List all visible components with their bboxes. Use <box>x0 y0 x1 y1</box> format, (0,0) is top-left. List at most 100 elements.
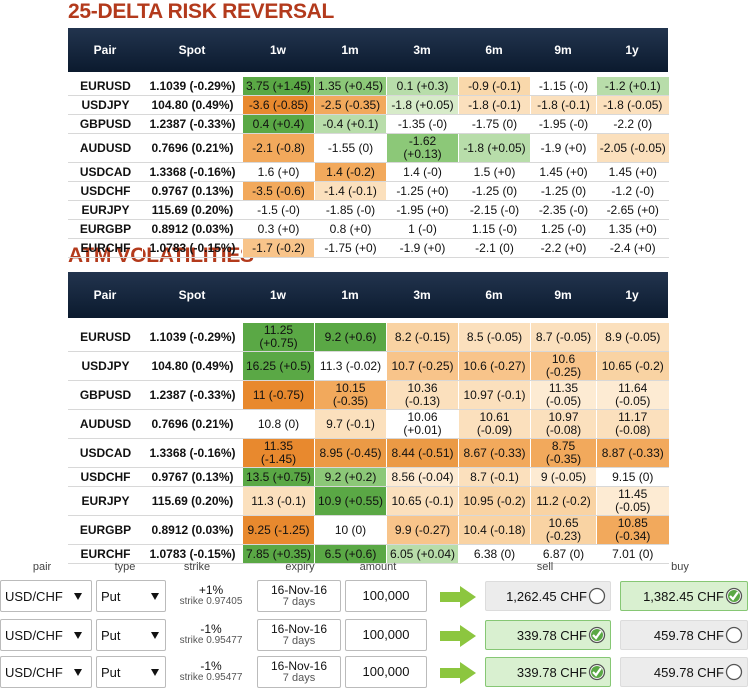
strike-value: -1% <box>200 659 222 673</box>
sell-price[interactable]: 1,262.45 CHF <box>485 581 611 611</box>
dropdown-arrow <box>151 632 159 639</box>
strike-value: +1% <box>198 583 224 597</box>
buy-price[interactable]: 459.78 CHF <box>620 620 748 650</box>
value-cell: 13.5 (+0.75) <box>242 467 315 487</box>
value-cell: -1.55 (0) <box>314 133 387 163</box>
value-cell: 0.1 (+0.3) <box>386 77 459 96</box>
value-cell: 11.64 (-0.05) <box>596 380 669 410</box>
buy-price[interactable]: 1,382.45 CHF <box>620 581 748 611</box>
table-row: USDJPY 104.80 (0.49%) -3.6 (-0.85) -2.5 (-0… <box>68 95 669 115</box>
sell-price[interactable]: 339.78 CHF <box>485 657 611 687</box>
strike-detail: strike 0.95477 <box>179 672 243 683</box>
column-header: Pair <box>93 43 117 57</box>
value-cell: -1.2 (+0.1) <box>596 77 669 96</box>
dropdown-arrow <box>74 669 82 676</box>
dropdown-arrow <box>74 632 82 639</box>
value-cell: 7.01 (0) <box>596 544 669 564</box>
value-cell: -2.2 (0) <box>596 114 669 134</box>
column-header: 6m <box>485 43 503 57</box>
type-select[interactable]: Put <box>96 656 166 688</box>
value-cell: 10.85 (-0.34) <box>596 515 669 545</box>
table-header: Pair Spot 1w 1m 3m 6m 9m 1y <box>68 28 668 72</box>
value-cell: 0.8 (+0) <box>314 219 387 239</box>
value-cell: -1.4 (-0.1) <box>314 181 387 201</box>
pair-cell: USDCAD <box>68 438 143 468</box>
pair-cell: EURUSD <box>68 323 143 352</box>
amount[interactable]: 100,000 <box>345 619 427 651</box>
value-cell: 1.15 (-0) <box>458 219 531 239</box>
pair-cell: EURUSD <box>68 77 143 96</box>
column-header: 1w <box>269 43 286 57</box>
pair-cell: EURGBP <box>68 515 143 545</box>
amount-value: 100,000 <box>362 588 410 603</box>
value-cell: -1.62 (+0.13) <box>386 133 459 163</box>
pair-cell: EURCHF <box>68 544 143 564</box>
value-cell: -3.5 (-0.6) <box>242 181 315 201</box>
value-cell: 1.35 (+0.45) <box>314 77 387 96</box>
expiry[interactable]: 16-Nov-16 7 days <box>257 619 341 651</box>
value-cell: 10.61 (-0.09) <box>458 409 531 439</box>
checkbox <box>725 663 743 681</box>
pair-cell: USDCHF <box>68 467 143 487</box>
value-cell: 10.6 (-0.25) <box>530 351 597 381</box>
pair-cell: EURCHF <box>68 238 143 258</box>
buy-price[interactable]: 459.78 CHF <box>620 657 748 687</box>
strike-detail: strike 0.95477 <box>179 635 243 646</box>
value-cell: -2.1 (-0.8) <box>242 133 315 163</box>
value-cell: 10.36 (-0.13) <box>386 380 459 410</box>
expiry-detail: 7 days <box>282 672 316 684</box>
spot-cell: 1.2387 (-0.33%) <box>142 380 243 410</box>
expiry-detail: 7 days <box>282 596 316 608</box>
type-value: Put <box>101 588 121 604</box>
value-cell: 0.3 (+0) <box>242 219 315 239</box>
value-cell: 9.25 (-1.25) <box>242 515 315 545</box>
value-cell: -2.15 (-0) <box>458 200 531 220</box>
section-title: 25-DELTA RISK REVERSAL <box>68 0 335 23</box>
spot-cell: 0.9767 (0.13%) <box>142 181 243 201</box>
expiry[interactable]: 16-Nov-16 7 days <box>257 656 341 688</box>
value-cell: -1.7 (-0.2) <box>242 238 315 258</box>
strike-detail: strike 0.97405 <box>179 596 243 607</box>
spot-cell: 1.1039 (-0.29%) <box>142 77 243 96</box>
spot-cell: 115.69 (0.20%) <box>142 486 243 516</box>
value-cell: 10.97 (-0.08) <box>530 409 597 439</box>
value-cell: 8.7 (-0.1) <box>458 467 531 487</box>
pair-select[interactable]: USD/CHF <box>0 580 92 612</box>
value-cell: 10 (0) <box>314 515 387 545</box>
value-cell: 10.9 (+0.55) <box>314 486 387 516</box>
table-row: USDCHF 0.9767 (0.13%) -3.5 (-0.6) -1.4 (-0.… <box>68 181 669 201</box>
value-cell: 11.35 (-1.45) <box>242 438 315 468</box>
pair-cell: USDJPY <box>68 351 143 381</box>
value-cell: 8.67 (-0.33) <box>458 438 531 468</box>
checkbox <box>588 587 606 605</box>
type-value: Put <box>101 627 121 643</box>
column-header: 3m <box>413 43 431 57</box>
table-row: GBPUSD 1.2387 (-0.33%) 11 (-0.75) 10.15 (-0… <box>68 380 669 410</box>
column-header: Pair <box>93 288 117 302</box>
spot-cell: 1.1039 (-0.29%) <box>142 323 243 352</box>
column-header: 9m <box>554 43 572 57</box>
value-cell: 1.35 (+0) <box>596 219 669 239</box>
column-header: 1w <box>269 288 286 302</box>
value-cell: 1.45 (+0) <box>530 162 597 182</box>
value-cell: 9.15 (0) <box>596 467 669 487</box>
value-cell: 6.5 (+0.6) <box>314 544 387 564</box>
amount[interactable]: 100,000 <box>345 656 427 688</box>
form-header: sell <box>536 561 554 573</box>
amount[interactable]: 100,000 <box>345 580 427 612</box>
checkbox <box>588 626 606 644</box>
table-header: Pair Spot 1w 1m 3m 6m 9m 1y <box>68 272 668 318</box>
spot-cell: 1.2387 (-0.33%) <box>142 114 243 134</box>
value-cell: 10.65 (-0.2) <box>596 351 669 381</box>
pair-select[interactable]: USD/CHF <box>0 619 92 651</box>
expiry[interactable]: 16-Nov-16 7 days <box>257 580 341 612</box>
form-header: buy <box>671 561 689 573</box>
table-row: USDCAD 1.3368 (-0.16%) 1.6 (+0) 1.4 (-0.2) 1… <box>68 162 669 182</box>
table-row: EURJPY 115.69 (0.20%) -1.5 (-0) -1.85 (-0) -… <box>68 200 669 220</box>
pair-select[interactable]: USD/CHF <box>0 656 92 688</box>
form-header: strike <box>183 561 211 573</box>
value-cell: 10.4 (-0.18) <box>458 515 531 545</box>
value-cell: 11.45 (-0.05) <box>596 486 669 516</box>
value-cell: 8.87 (-0.33) <box>596 438 669 468</box>
sell-price[interactable]: 339.78 CHF <box>485 620 611 650</box>
